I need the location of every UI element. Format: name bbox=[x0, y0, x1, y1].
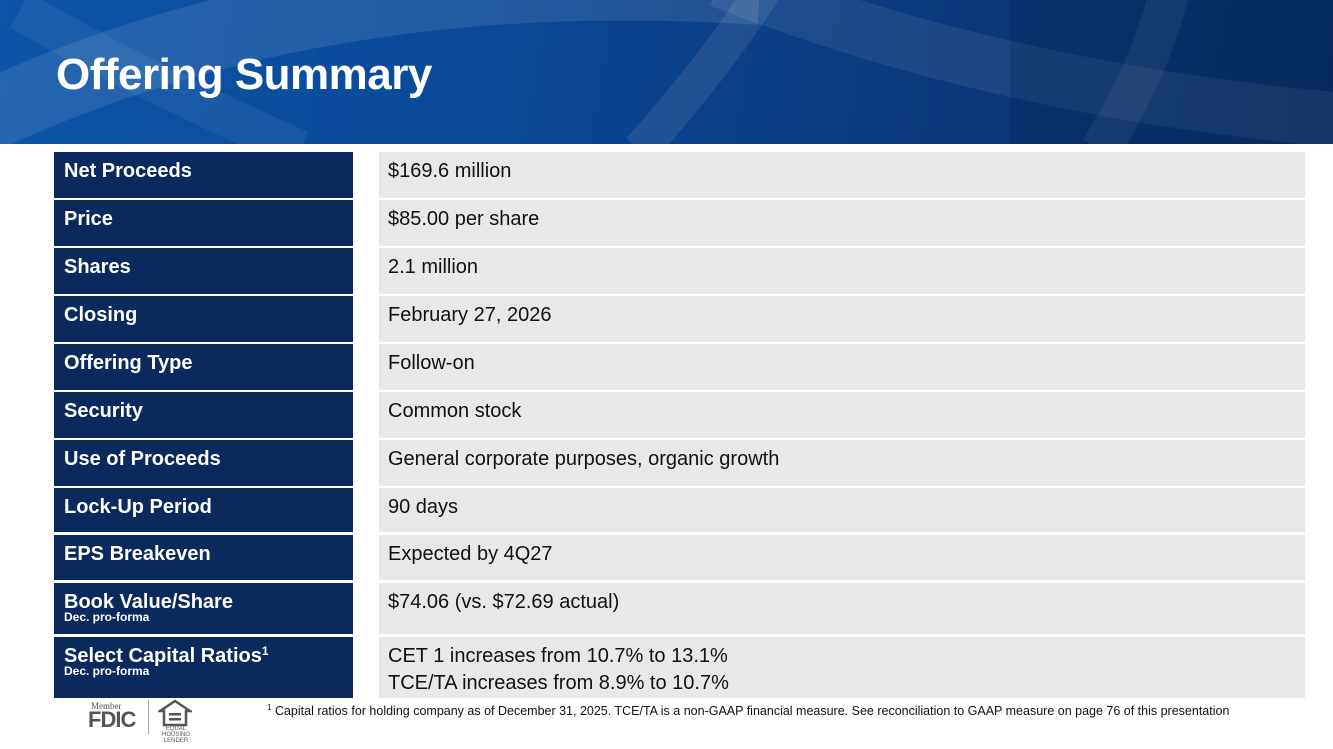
footer-logos: Member FDIC EQUAL HOUSING LENDER bbox=[88, 699, 198, 744]
table-row: Offering Type Follow-on bbox=[0, 344, 1333, 390]
row-label: Lock-Up Period bbox=[64, 496, 212, 518]
header-banner: Offering Summary bbox=[0, 0, 1333, 144]
row-label-cell: Use of Proceeds bbox=[54, 440, 353, 486]
row-value-cell: Common stock bbox=[379, 392, 1305, 438]
banner-background-graphic bbox=[0, 0, 1333, 144]
equal-housing-lender-icon bbox=[158, 699, 192, 727]
table-row: EPS Breakeven Expected by 4Q27 bbox=[0, 535, 1333, 580]
row-label-cell: Shares bbox=[54, 248, 353, 294]
row-label-cell: Offering Type bbox=[54, 344, 353, 390]
row-sublabel: Dec. pro-forma bbox=[64, 664, 150, 678]
row-label-cell: Select Capital Ratios1 Dec. pro-forma bbox=[54, 637, 353, 698]
row-label: Closing bbox=[64, 304, 138, 326]
row-value-cell: General corporate purposes, organic grow… bbox=[379, 440, 1305, 486]
equal-housing-line1: EQUAL HOUSING bbox=[161, 726, 190, 738]
row-label-cell: Closing bbox=[54, 296, 353, 342]
table-row: Closing February 27, 2026 bbox=[0, 296, 1333, 342]
row-value: Common stock bbox=[388, 400, 522, 422]
row-label-cell: Security bbox=[54, 392, 353, 438]
fdic-text: FDIC bbox=[88, 707, 136, 732]
row-value-cell: 90 days bbox=[379, 488, 1305, 532]
equal-housing-lender-text: EQUAL HOUSING LENDER bbox=[161, 726, 191, 744]
table-row: Shares 2.1 million bbox=[0, 248, 1333, 294]
row-label: Price bbox=[64, 208, 113, 230]
row-sublabel: Dec. pro-forma bbox=[64, 610, 150, 624]
row-label: Select Capital Ratios bbox=[64, 645, 262, 667]
row-value-cell: $169.6 million bbox=[379, 152, 1305, 198]
fdic-member-text: Member bbox=[91, 701, 122, 711]
row-value-cell: 2.1 million bbox=[379, 248, 1305, 294]
row-label-cell: Net Proceeds bbox=[54, 152, 353, 198]
row-value-cell: February 27, 2026 bbox=[379, 296, 1305, 342]
page-title: Offering Summary bbox=[56, 50, 432, 99]
row-label: EPS Breakeven bbox=[64, 543, 211, 565]
footnote-marker: 1 bbox=[261, 644, 269, 658]
table-row: Use of Proceeds General corporate purpos… bbox=[0, 440, 1333, 486]
row-label: Net Proceeds bbox=[64, 160, 192, 182]
row-label: Use of Proceeds bbox=[64, 448, 221, 470]
row-value: February 27, 2026 bbox=[388, 304, 552, 326]
table-row: Select Capital Ratios1 Dec. pro-forma CE… bbox=[0, 637, 1333, 698]
row-label-cell: Book Value/Share Dec. pro-forma bbox=[54, 583, 353, 634]
table-row: Book Value/Share Dec. pro-forma $74.06 (… bbox=[0, 583, 1333, 634]
row-label: Security bbox=[64, 400, 143, 422]
row-value: Expected by 4Q27 bbox=[388, 543, 553, 565]
row-value: $169.6 million bbox=[388, 160, 512, 182]
row-value-cell: $85.00 per share bbox=[379, 200, 1305, 246]
table-row: Lock-Up Period 90 days bbox=[0, 488, 1333, 532]
row-value-cell: $74.06 (vs. $72.69 actual) bbox=[379, 583, 1305, 634]
logo-divider bbox=[148, 700, 149, 734]
row-value: General corporate purposes, organic grow… bbox=[388, 448, 780, 470]
row-value-cell: CET 1 increases from 10.7% to 13.1% TCE/… bbox=[379, 637, 1305, 698]
row-label: Offering Type bbox=[64, 352, 193, 374]
row-label: Shares bbox=[64, 256, 131, 278]
row-label-with-footnote: Select Capital Ratios1 bbox=[64, 645, 353, 667]
footnote: 1 Capital ratios for holding company as … bbox=[267, 702, 1297, 720]
row-value: 90 days bbox=[388, 496, 459, 518]
footnote-marker: 1 bbox=[267, 703, 272, 712]
row-value: $74.06 (vs. $72.69 actual) bbox=[388, 591, 620, 613]
row-label-cell: EPS Breakeven bbox=[54, 535, 353, 580]
table-row: Price $85.00 per share bbox=[0, 200, 1333, 246]
row-value: CET 1 increases from 10.7% to 13.1% bbox=[388, 645, 728, 667]
row-value-cell: Expected by 4Q27 bbox=[379, 535, 1305, 580]
row-label-cell: Price bbox=[54, 200, 353, 246]
footnote-text: Capital ratios for holding company as of… bbox=[274, 704, 1230, 718]
row-value-cell: Follow-on bbox=[379, 344, 1305, 390]
equal-housing-line2: LENDER bbox=[163, 738, 189, 744]
row-label-cell: Lock-Up Period bbox=[54, 488, 353, 532]
table-row: Security Common stock bbox=[0, 392, 1333, 438]
row-label: Book Value/Share bbox=[64, 591, 233, 613]
table-row: Net Proceeds $169.6 million bbox=[0, 152, 1333, 198]
row-value: $85.00 per share bbox=[388, 208, 540, 230]
row-value: 2.1 million bbox=[388, 256, 479, 278]
row-value-second-line: TCE/TA increases from 8.9% to 10.7% bbox=[388, 672, 729, 694]
row-value: Follow-on bbox=[388, 352, 475, 374]
